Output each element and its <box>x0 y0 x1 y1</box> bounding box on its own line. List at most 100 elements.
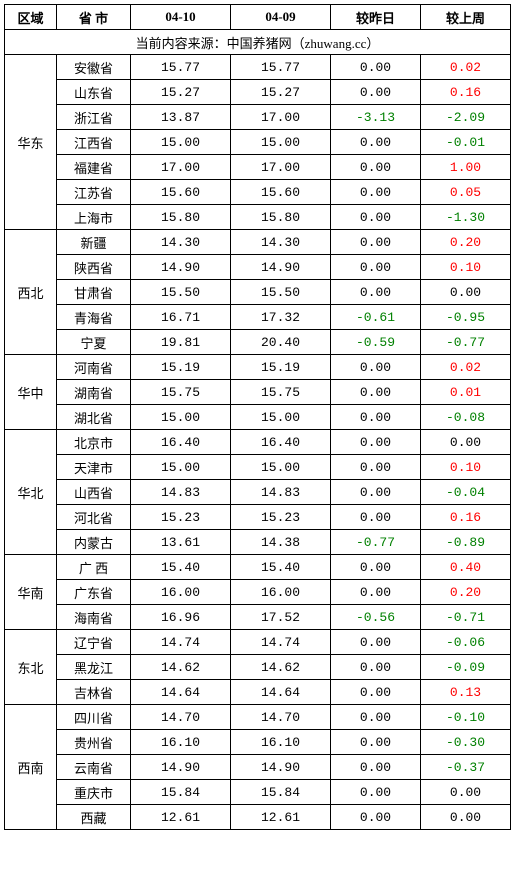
value-date1: 15.00 <box>131 455 231 480</box>
value-date1: 14.62 <box>131 655 231 680</box>
province-cell: 辽宁省 <box>57 630 131 655</box>
value-date2: 16.00 <box>231 580 331 605</box>
province-cell: 江苏省 <box>57 180 131 205</box>
value-date2: 14.90 <box>231 755 331 780</box>
province-cell: 西藏 <box>57 805 131 830</box>
diff-week-cell: -0.37 <box>421 755 511 780</box>
diff-week-cell: -0.89 <box>421 530 511 555</box>
province-cell: 福建省 <box>57 155 131 180</box>
price-table: 区域 省 市 04-10 04-09 较昨日 较上周 当前内容来源：中国养猪网（… <box>4 4 511 830</box>
diff-day-cell: 0.00 <box>331 455 421 480</box>
province-cell: 宁夏 <box>57 330 131 355</box>
table-row: 贵州省16.1016.100.00-0.30 <box>5 730 511 755</box>
value-date2: 15.27 <box>231 80 331 105</box>
header-region: 区域 <box>5 5 57 30</box>
province-cell: 海南省 <box>57 605 131 630</box>
diff-week-cell: 0.16 <box>421 80 511 105</box>
diff-week-cell: -0.77 <box>421 330 511 355</box>
province-cell: 新疆 <box>57 230 131 255</box>
region-cell: 华北 <box>5 430 57 555</box>
province-cell: 广 西 <box>57 555 131 580</box>
value-date2: 15.75 <box>231 380 331 405</box>
value-date2: 15.80 <box>231 205 331 230</box>
diff-day-cell: 0.00 <box>331 255 421 280</box>
diff-day-cell: 0.00 <box>331 355 421 380</box>
value-date1: 13.87 <box>131 105 231 130</box>
region-cell: 西北 <box>5 230 57 355</box>
diff-week-cell: -0.01 <box>421 130 511 155</box>
diff-week-cell: 0.10 <box>421 255 511 280</box>
table-row: 天津市15.0015.000.000.10 <box>5 455 511 480</box>
table-row: 华中河南省15.1915.190.000.02 <box>5 355 511 380</box>
diff-day-cell: 0.00 <box>331 580 421 605</box>
header-province: 省 市 <box>57 5 131 30</box>
diff-day-cell: 0.00 <box>331 630 421 655</box>
value-date2: 15.40 <box>231 555 331 580</box>
diff-week-cell: 0.40 <box>421 555 511 580</box>
value-date1: 14.64 <box>131 680 231 705</box>
diff-week-cell: -2.09 <box>421 105 511 130</box>
diff-day-cell: 0.00 <box>331 230 421 255</box>
diff-day-cell: -0.61 <box>331 305 421 330</box>
header-diff-week: 较上周 <box>421 5 511 30</box>
value-date1: 13.61 <box>131 530 231 555</box>
value-date1: 17.00 <box>131 155 231 180</box>
value-date2: 14.38 <box>231 530 331 555</box>
province-cell: 吉林省 <box>57 680 131 705</box>
diff-week-cell: 0.00 <box>421 780 511 805</box>
diff-week-cell: -0.71 <box>421 605 511 630</box>
value-date2: 12.61 <box>231 805 331 830</box>
diff-week-cell: 0.05 <box>421 180 511 205</box>
province-cell: 天津市 <box>57 455 131 480</box>
value-date1: 12.61 <box>131 805 231 830</box>
diff-week-cell: 0.10 <box>421 455 511 480</box>
table-row: 湖北省15.0015.000.00-0.08 <box>5 405 511 430</box>
header-diff-day: 较昨日 <box>331 5 421 30</box>
table-row: 江西省15.0015.000.00-0.01 <box>5 130 511 155</box>
table-body: 华东安徽省15.7715.770.000.02山东省15.2715.270.00… <box>5 55 511 830</box>
table-row: 宁夏19.8120.40-0.59-0.77 <box>5 330 511 355</box>
diff-day-cell: -0.77 <box>331 530 421 555</box>
value-date1: 15.77 <box>131 55 231 80</box>
table-row: 内蒙古13.6114.38-0.77-0.89 <box>5 530 511 555</box>
header-date2: 04-09 <box>231 5 331 30</box>
table-row: 广东省16.0016.000.000.20 <box>5 580 511 605</box>
province-cell: 青海省 <box>57 305 131 330</box>
value-date1: 14.90 <box>131 755 231 780</box>
diff-week-cell: 0.00 <box>421 805 511 830</box>
table-row: 青海省16.7117.32-0.61-0.95 <box>5 305 511 330</box>
table-row: 云南省14.9014.900.00-0.37 <box>5 755 511 780</box>
province-cell: 安徽省 <box>57 55 131 80</box>
diff-day-cell: 0.00 <box>331 505 421 530</box>
value-date2: 17.32 <box>231 305 331 330</box>
diff-week-cell: -0.06 <box>421 630 511 655</box>
value-date2: 17.52 <box>231 605 331 630</box>
region-cell: 华中 <box>5 355 57 430</box>
province-cell: 内蒙古 <box>57 530 131 555</box>
diff-week-cell: -0.10 <box>421 705 511 730</box>
diff-day-cell: 0.00 <box>331 155 421 180</box>
diff-day-cell: 0.00 <box>331 55 421 80</box>
value-date2: 15.60 <box>231 180 331 205</box>
diff-week-cell: 0.13 <box>421 680 511 705</box>
diff-week-cell: -0.30 <box>421 730 511 755</box>
value-date2: 14.30 <box>231 230 331 255</box>
diff-day-cell: -0.56 <box>331 605 421 630</box>
diff-day-cell: -3.13 <box>331 105 421 130</box>
value-date1: 16.96 <box>131 605 231 630</box>
value-date1: 16.40 <box>131 430 231 455</box>
province-cell: 四川省 <box>57 705 131 730</box>
province-cell: 浙江省 <box>57 105 131 130</box>
province-cell: 贵州省 <box>57 730 131 755</box>
value-date1: 15.84 <box>131 780 231 805</box>
value-date2: 14.74 <box>231 630 331 655</box>
table-row: 福建省17.0017.000.001.00 <box>5 155 511 180</box>
diff-week-cell: -0.04 <box>421 480 511 505</box>
value-date1: 15.50 <box>131 280 231 305</box>
diff-day-cell: 0.00 <box>331 405 421 430</box>
province-cell: 云南省 <box>57 755 131 780</box>
diff-week-cell: 0.02 <box>421 55 511 80</box>
value-date1: 15.75 <box>131 380 231 405</box>
region-cell: 华东 <box>5 55 57 230</box>
diff-week-cell: -0.08 <box>421 405 511 430</box>
